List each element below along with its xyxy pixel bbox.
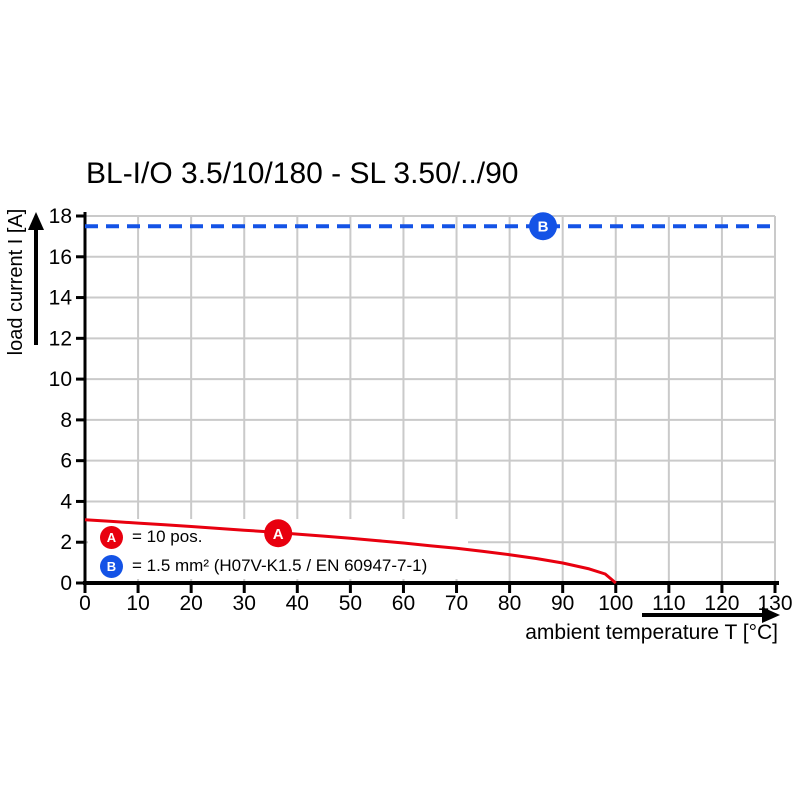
chart-title: BL-I/O 3.5/10/180 - SL 3.50/../90: [86, 157, 519, 190]
y-tick-label: 0: [60, 572, 72, 595]
x-tick-label: 0: [79, 592, 91, 615]
x-tick-label: 30: [233, 592, 256, 615]
x-tick-label: 80: [498, 592, 521, 615]
marker-b-letter: B: [538, 219, 549, 236]
x-axis-label: ambient temperature T [°C]: [525, 621, 778, 644]
x-tick-label: 100: [598, 592, 633, 615]
x-tick-label: 70: [445, 592, 468, 615]
marker-b-icon: [529, 212, 558, 241]
x-tick-label: 40: [286, 592, 309, 615]
y-tick-label: 16: [49, 246, 72, 269]
y-tick-label: 6: [60, 450, 72, 473]
legend-label-a: = 10 pos.: [132, 527, 203, 546]
x-tick-label: 50: [339, 592, 362, 615]
y-tick-label: 8: [60, 409, 72, 432]
legend-label-b: = 1.5 mm² (H07V-K1.5 / EN 60947-7-1): [132, 556, 428, 575]
x-tick-label: 130: [757, 592, 792, 615]
y-axis-arrow-head-icon: [28, 212, 44, 230]
series-b-badge-icon: B: [100, 554, 123, 578]
y-tick-label: 2: [60, 531, 72, 554]
x-tick-label: 120: [704, 592, 739, 615]
x-tick-label: 60: [392, 592, 415, 615]
x-tick-label: 110: [652, 592, 685, 615]
y-axis-label: load current I [A]: [5, 208, 27, 356]
series-a-badge-icon: A: [100, 525, 123, 549]
x-tick-label: 20: [179, 592, 202, 615]
y-tick-label: 18: [49, 205, 72, 228]
x-tick-label: 90: [551, 592, 574, 615]
y-tick-label: 4: [60, 490, 72, 513]
legend-item-a: A = 10 pos.: [100, 524, 468, 550]
y-tick-label: 10: [49, 368, 72, 391]
y-tick-label: 14: [49, 287, 73, 310]
x-tick-label: 10: [126, 592, 149, 615]
y-tick-label: 12: [49, 327, 72, 350]
chart-legend: A = 10 pos. B = 1.5 mm² (H07V-K1.5 / EN …: [88, 519, 468, 579]
legend-item-b: B = 1.5 mm² (H07V-K1.5 / EN 60947-7-1): [100, 553, 468, 579]
